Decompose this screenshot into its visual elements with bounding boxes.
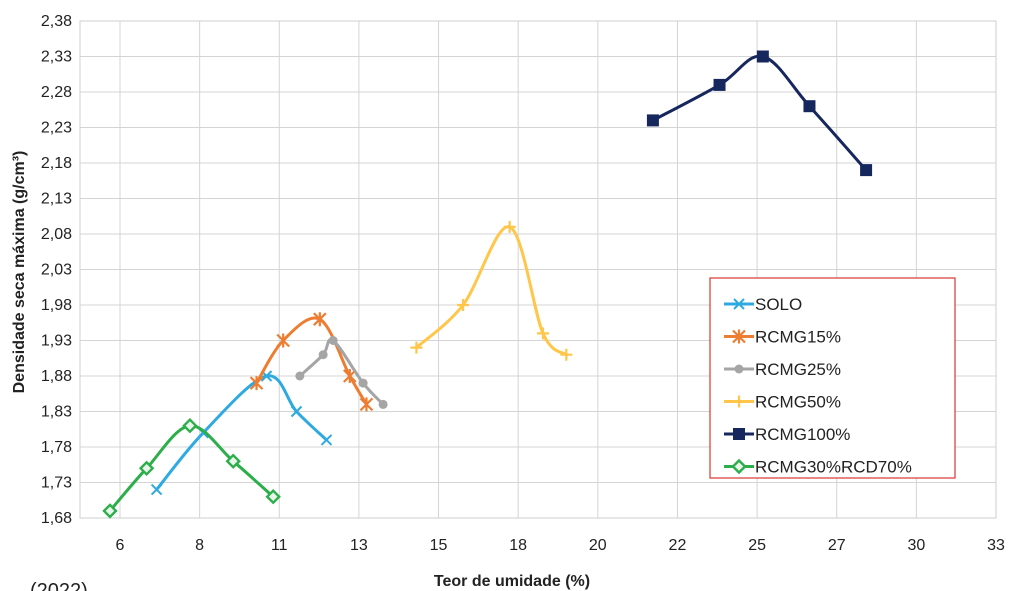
y-tick-label: 2,18	[41, 155, 72, 172]
y-tick-label: 2,23	[41, 120, 72, 137]
data-point	[536, 327, 549, 340]
legend-marker	[732, 329, 746, 344]
series-rcmg15-	[249, 312, 374, 412]
y-tick-label: 2,08	[41, 226, 72, 243]
data-point	[182, 418, 198, 434]
legend-item: RCMG30%RCD70%	[724, 458, 912, 477]
data-point	[102, 503, 118, 519]
legend-item: SOLO	[724, 295, 802, 314]
x-tick-label: 27	[828, 537, 846, 554]
series-line	[652, 54, 868, 172]
series-rcmg50-	[410, 220, 573, 361]
legend-label: RCMG50%	[755, 393, 841, 412]
series-rcmg30-rcd70-	[102, 418, 281, 519]
legend-label: RCMG100%	[755, 425, 850, 444]
y-tick-label: 2,38	[41, 13, 72, 30]
data-point	[318, 350, 328, 360]
series-line	[298, 338, 385, 406]
series-line	[108, 424, 275, 512]
grid	[79, 20, 997, 519]
legend-box	[709, 277, 956, 479]
data-point	[249, 376, 264, 391]
data-point	[756, 50, 769, 63]
x-tick-labels: 6 8 11 13 15 18 20 22 25 27 30 33	[116, 537, 1005, 554]
data-point	[560, 348, 573, 361]
data-point	[328, 336, 338, 345]
x-tick-label: 18	[509, 537, 527, 554]
legend-marker	[733, 428, 745, 440]
data-point	[276, 333, 290, 348]
y-tick-label: 2,13	[41, 191, 72, 208]
source-fragment: (2022)	[30, 580, 88, 591]
x-tick-label: 33	[987, 537, 1005, 554]
y-tick-label: 1,78	[41, 439, 72, 456]
series-rcmg25-	[295, 336, 388, 409]
legend-item: RCMG15%	[724, 328, 841, 347]
legend-label: SOLO	[755, 295, 802, 314]
y-tick-label: 1,98	[41, 297, 72, 314]
x-tick-label: 6	[116, 537, 125, 554]
y-tick-label: 1,93	[41, 333, 72, 350]
legend-label: RCMG30%RCD70%	[755, 458, 912, 477]
x-tick-label: 25	[748, 537, 766, 554]
x-tick-label: 8	[195, 537, 204, 554]
data-point	[358, 378, 368, 388]
y-tick-label: 1,83	[41, 404, 72, 421]
series-line	[155, 374, 328, 491]
data-point	[359, 397, 374, 412]
y-tick-label: 1,68	[41, 510, 72, 527]
y-tick-label: 1,88	[41, 368, 72, 385]
legend-item: RCMG100%	[724, 425, 850, 444]
legend-marker	[731, 458, 747, 475]
data-point	[290, 405, 303, 418]
y-tick-labels: 1,68 1,73 1,78 1,83 1,88 1,93 1,98 2,03 2,08 2,13…	[41, 13, 72, 527]
y-tick-label: 2,28	[41, 84, 72, 101]
x-tick-label: 30	[907, 537, 925, 554]
x-tick-label: 15	[430, 537, 448, 554]
y-tick-label: 1,73	[41, 475, 72, 492]
data-point	[713, 78, 726, 91]
data-point	[410, 341, 423, 354]
y-axis-title: Densidade seca máxima (g/cm³)	[11, 151, 28, 394]
legend-marker	[733, 298, 745, 310]
series-layer	[102, 50, 873, 519]
data-point	[320, 434, 333, 446]
data-point	[295, 371, 305, 381]
y-tick-label: 2,33	[41, 49, 72, 66]
legend-item: RCMG25%	[724, 360, 841, 379]
data-point	[225, 453, 241, 469]
data-point	[646, 114, 659, 127]
data-point	[313, 312, 327, 327]
x-axis-title: Teor de umidade (%)	[434, 573, 590, 590]
x-tick-label: 11	[271, 537, 288, 554]
x-tick-label: 13	[350, 537, 368, 554]
plot-area	[79, 20, 997, 519]
legend-label: RCMG25%	[755, 360, 841, 379]
data-point	[378, 399, 388, 409]
x-tick-label: 22	[669, 537, 687, 554]
legend-marker	[734, 364, 744, 374]
legend-label: RCMG15%	[755, 328, 841, 347]
legend: SOLO RCMG15% RCMG25% RCMG50% RCMG100% RCMG30%…	[709, 277, 956, 479]
data-point	[457, 299, 470, 311]
data-point	[138, 460, 155, 476]
x-tick-label: 20	[589, 537, 607, 554]
data-point	[803, 100, 816, 113]
data-point	[150, 483, 163, 496]
data-point	[860, 164, 873, 177]
data-point	[503, 220, 516, 233]
y-tick-label: 2,03	[41, 262, 72, 279]
legend-item: RCMG50%	[724, 393, 841, 412]
data-point	[265, 489, 281, 505]
legend-marker	[733, 395, 745, 408]
series-rcmg100-	[646, 50, 873, 177]
